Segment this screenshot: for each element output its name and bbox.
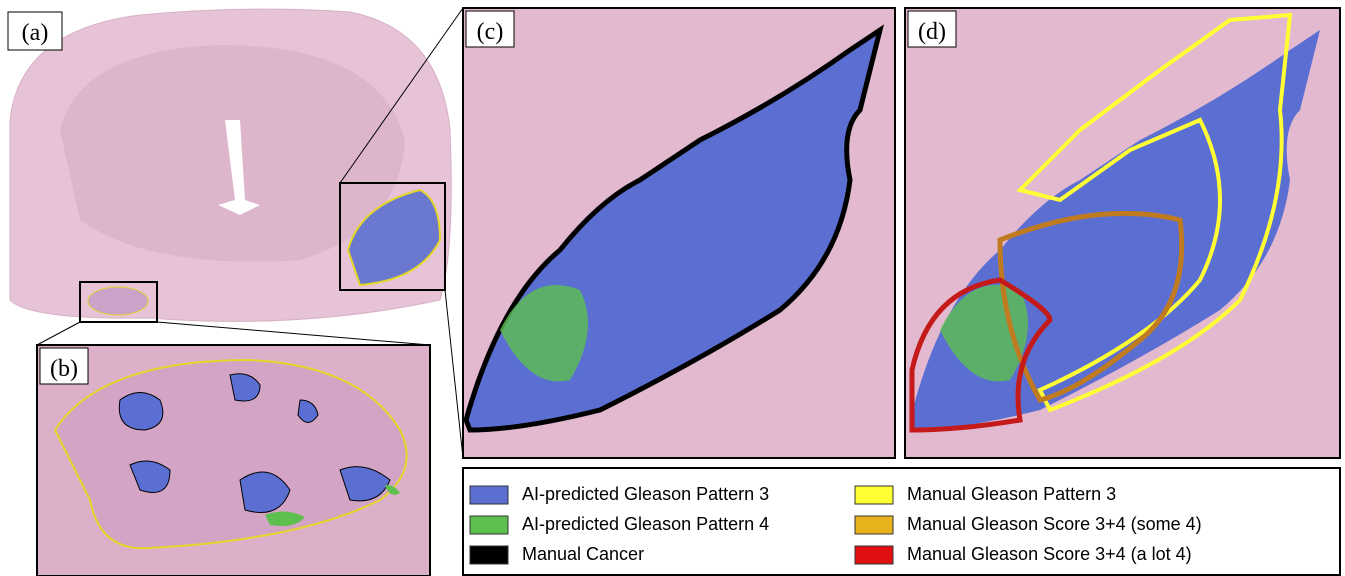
legend-label: Manual Gleason Pattern 3 — [907, 484, 1116, 504]
panel-c: (c) — [463, 8, 895, 458]
legend-label: Manual Cancer — [522, 544, 644, 564]
legend-swatch — [470, 546, 508, 564]
panel-d: (d) — [905, 8, 1340, 458]
figure-canvas: (a) (b) (c) (d) AI-predicted Gleason Pat… — [0, 0, 1345, 576]
panel-label: (b) — [50, 356, 78, 382]
legend-label: AI-predicted Gleason Pattern 4 — [522, 514, 769, 534]
zoom-line — [445, 290, 463, 458]
panel-label: (d) — [918, 19, 946, 45]
zoom-line — [37, 322, 80, 345]
panel-a: (a) — [8, 9, 451, 322]
panel-label: (a) — [22, 20, 49, 46]
region — [88, 287, 148, 315]
legend-label: AI-predicted Gleason Pattern 3 — [522, 484, 769, 504]
legend-swatch — [855, 546, 893, 564]
legend-swatch — [470, 516, 508, 534]
legend-label: Manual Gleason Score 3+4 (some 4) — [907, 514, 1202, 534]
legend-swatch — [855, 516, 893, 534]
legend-swatch — [470, 486, 508, 504]
panel-label: (c) — [477, 19, 504, 45]
panel-b: (b) — [37, 345, 430, 576]
legend-label: Manual Gleason Score 3+4 (a lot 4) — [907, 544, 1192, 564]
zoom-line — [157, 322, 430, 345]
legend-swatch — [855, 486, 893, 504]
figure: (a) (b) (c) (d) AI-predicted Gleason Pat… — [0, 0, 1345, 576]
